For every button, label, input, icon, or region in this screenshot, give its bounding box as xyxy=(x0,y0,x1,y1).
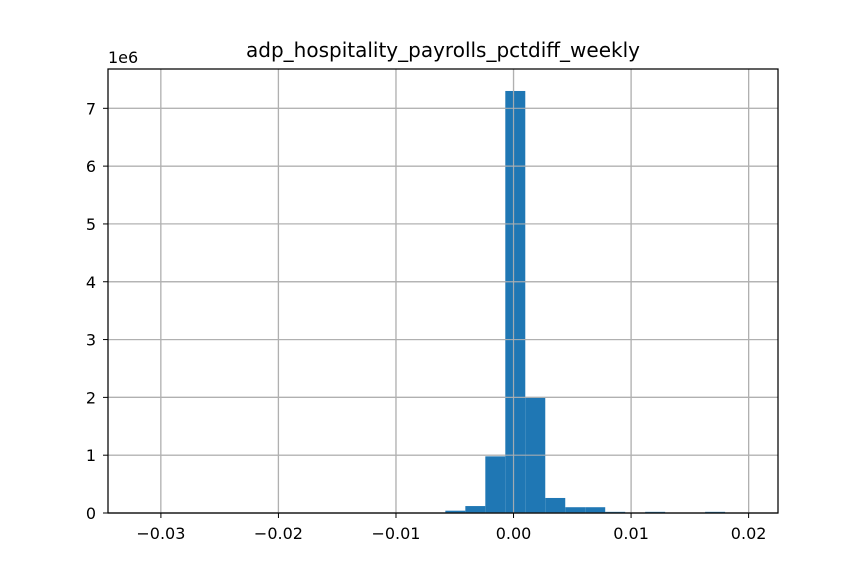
y-tick-label: 0 xyxy=(86,504,96,523)
x-tick-label: −0.03 xyxy=(136,524,185,543)
histogram-bar-2 xyxy=(485,456,506,513)
ticks-layer: −0.03 −0.02 −0.01 0.00 0.01 0.02 0 1 2 3 4 5 6 7 xyxy=(86,99,767,543)
y-tick-label: 3 xyxy=(86,331,96,350)
x-tick-label: 0.02 xyxy=(731,524,767,543)
x-tick-label: −0.01 xyxy=(371,524,420,543)
y-tick-label: 1 xyxy=(86,446,96,465)
histogram-bar-6 xyxy=(565,507,586,513)
y-tick-label: 2 xyxy=(86,388,96,407)
bars-layer xyxy=(108,69,778,514)
y-tick-label: 4 xyxy=(86,273,96,292)
histogram-bar-1 xyxy=(465,506,486,513)
y-offset-label: 1e6 xyxy=(108,48,138,67)
histogram-bar-3 xyxy=(505,90,526,513)
histogram-bar-0 xyxy=(445,510,466,513)
grid-layer xyxy=(108,69,778,514)
y-tick-label: 6 xyxy=(86,157,96,176)
histogram-bar-7 xyxy=(585,507,606,513)
plot-frame xyxy=(107,68,779,514)
x-tick-label: 0.01 xyxy=(613,524,649,543)
histogram-bar-5 xyxy=(545,497,566,513)
chart-title: adp_hospitality_payrolls_pctdiff_weekly xyxy=(246,38,640,62)
x-tick-label: −0.02 xyxy=(254,524,303,543)
y-tick-label: 7 xyxy=(86,99,96,118)
y-tick-label: 5 xyxy=(86,215,96,234)
x-tick-label: 0.00 xyxy=(496,524,532,543)
